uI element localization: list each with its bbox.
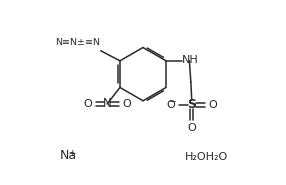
Text: N≡N±≡N: N≡N±≡N	[55, 38, 100, 47]
Text: N: N	[103, 97, 112, 110]
Text: Na: Na	[59, 149, 77, 162]
Text: −: −	[168, 96, 175, 105]
Text: O: O	[83, 99, 92, 109]
Text: NH: NH	[182, 56, 199, 65]
Text: O: O	[166, 100, 175, 110]
Text: +: +	[68, 149, 76, 158]
Text: S: S	[187, 98, 196, 111]
Text: H₂OH₂O: H₂OH₂O	[185, 152, 229, 162]
Text: O: O	[187, 123, 196, 133]
Text: O: O	[122, 99, 131, 109]
Text: O: O	[208, 100, 217, 110]
